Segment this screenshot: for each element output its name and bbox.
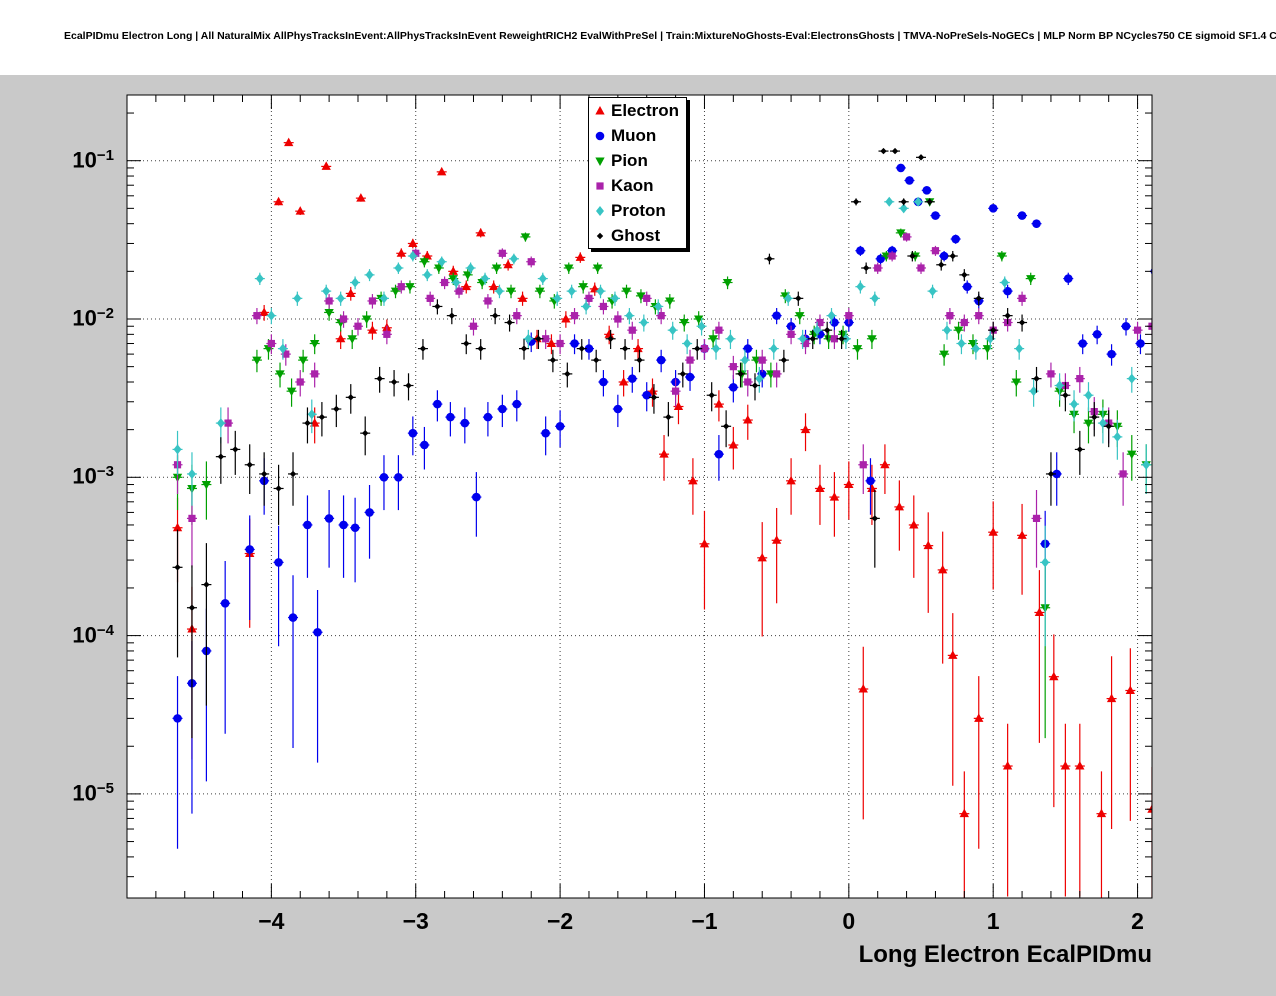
x-tick-label: 0: [842, 908, 856, 934]
plot-title: EcalPIDmu Electron Long | All NaturalMix…: [0, 0, 1276, 75]
pion-marker-icon: [595, 157, 605, 166]
kaon-marker-icon: [596, 181, 604, 190]
legend: Electron Muon Pion Kaon Proton Ghost: [588, 97, 687, 249]
y-tick-label: 10−1: [72, 146, 114, 173]
legend-item-muon: Muon: [589, 123, 686, 148]
y-tick-label: 10−4: [72, 621, 114, 647]
x-tick-label: 2: [1131, 908, 1144, 934]
x-tick-label: −1: [691, 908, 718, 934]
x-axis-title: Long Electron EcalPIDmu: [858, 941, 1152, 968]
legend-label-proton: Proton: [611, 201, 666, 220]
legend-item-pion: Pion: [589, 148, 686, 173]
legend-item-ghost: Ghost: [589, 223, 686, 248]
x-tick-label: −3: [402, 908, 429, 934]
y-tick-label: 10−5: [72, 779, 114, 806]
legend-item-proton: Proton: [589, 198, 686, 223]
ghost-marker-icon: [596, 232, 604, 239]
electron-marker-icon: [595, 105, 605, 114]
legend-label-electron: Electron: [611, 101, 680, 120]
y-tick-label: 10−2: [72, 304, 114, 331]
muon-marker-icon: [595, 131, 605, 140]
y-tick-label: 10−3: [72, 463, 114, 489]
legend-item-electron: Electron: [589, 98, 686, 123]
legend-item-kaon: Kaon: [589, 173, 686, 198]
legend-label-muon: Muon: [611, 126, 657, 145]
x-tick-label: −4: [258, 908, 285, 934]
proton-marker-icon: [596, 205, 604, 216]
legend-label-pion: Pion: [611, 151, 648, 170]
legend-label-kaon: Kaon: [611, 176, 654, 195]
x-tick-label: −2: [546, 908, 574, 934]
x-tick-label: 1: [986, 908, 1000, 934]
legend-label-ghost: Ghost: [611, 226, 661, 245]
